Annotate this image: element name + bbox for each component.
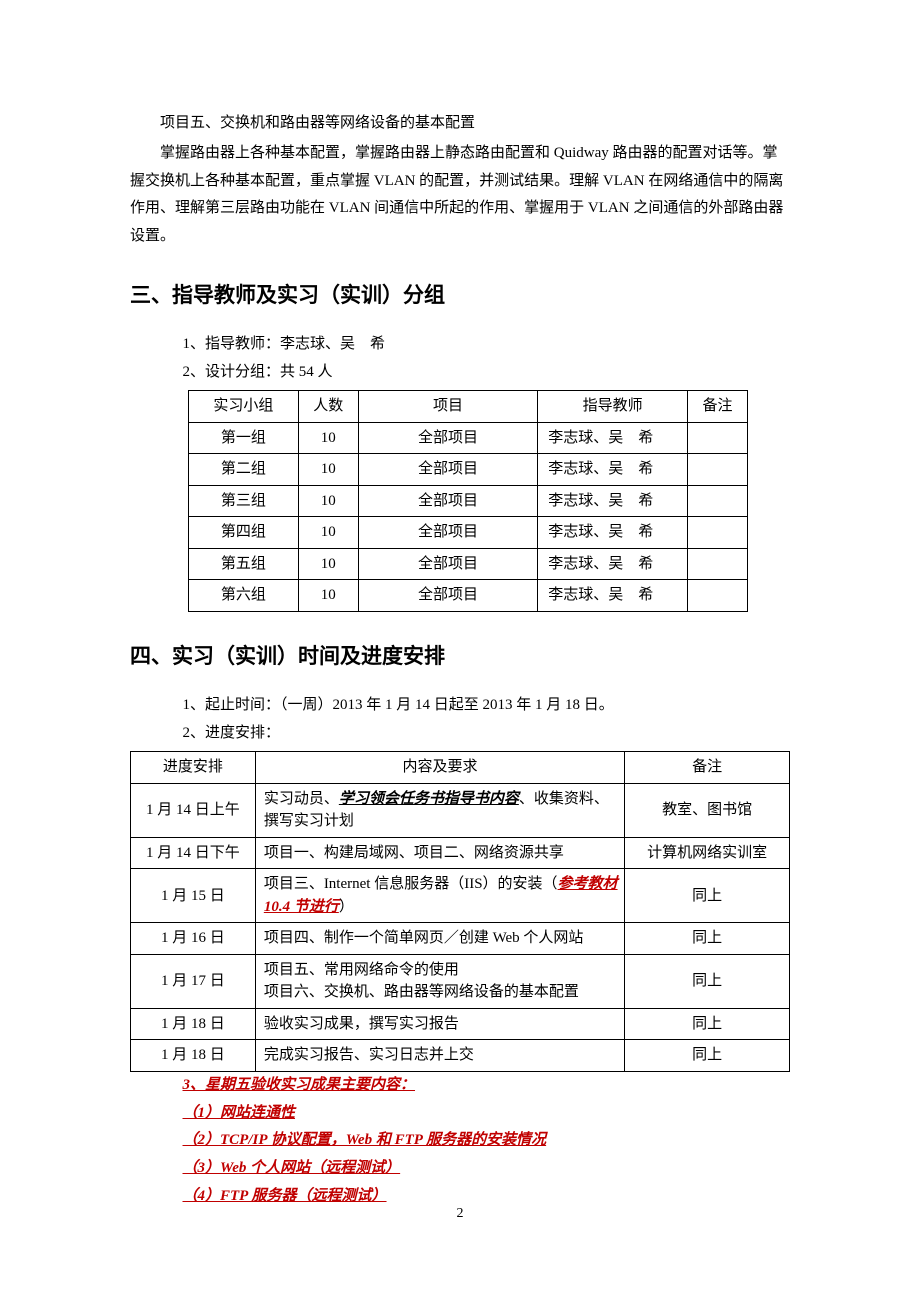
table-cell: 全部项目 xyxy=(358,548,538,580)
table-cell: 10 xyxy=(298,517,358,549)
schedule-remark: 教室、图书馆 xyxy=(625,783,790,837)
table-header-row: 实习小组 人数 项目 指导教师 备注 xyxy=(189,391,748,423)
emphasis-text: 参考教材 10.4 节进行 xyxy=(264,876,618,915)
table-cell: 李志球、吴 希 xyxy=(538,422,688,454)
table-row: 第五组10全部项目李志球、吴 希 xyxy=(189,548,748,580)
table-row: 1 月 17 日项目五、常用网络命令的使用项目六、交换机、路由器等网络设备的基本… xyxy=(131,954,790,1008)
table-row: 1 月 16 日项目四、制作一个简单网页／创建 Web 个人网站同上 xyxy=(131,923,790,955)
red-note-line: （2）TCP/IP 协议配置，Web 和 FTP 服务器的安装情况 xyxy=(183,1127,791,1155)
table-cell: 10 xyxy=(298,422,358,454)
table-cell xyxy=(688,454,748,486)
table-cell: 第一组 xyxy=(189,422,299,454)
table-row: 1 月 18 日完成实习报告、实习日志并上交同上 xyxy=(131,1040,790,1072)
section3-item2: 2、设计分组：共 54 人 xyxy=(183,359,791,387)
red-note-line: （1）网站连通性 xyxy=(183,1100,791,1128)
schedule-content: 验收实习成果，撰写实习报告 xyxy=(255,1008,624,1040)
emphasis-text: 学习领会任务书指导书内容 xyxy=(339,791,519,807)
col-remark: 备注 xyxy=(625,752,790,784)
schedule-date: 1 月 14 日上午 xyxy=(131,783,256,837)
schedule-content: 项目三、Internet 信息服务器（IIS）的安装（参考教材 10.4 节进行… xyxy=(255,869,624,923)
table-cell: 10 xyxy=(298,580,358,612)
schedule-date: 1 月 16 日 xyxy=(131,923,256,955)
col-group: 实习小组 xyxy=(189,391,299,423)
table-cell xyxy=(688,548,748,580)
schedule-date: 1 月 18 日 xyxy=(131,1008,256,1040)
table-cell: 第四组 xyxy=(189,517,299,549)
schedule-remark: 同上 xyxy=(625,1040,790,1072)
group-table: 实习小组 人数 项目 指导教师 备注 第一组10全部项目李志球、吴 希第二组10… xyxy=(188,390,748,612)
proj5-title: 项目五、交换机和路由器等网络设备的基本配置 xyxy=(130,110,790,138)
table-cell: 全部项目 xyxy=(358,485,538,517)
col-project: 项目 xyxy=(358,391,538,423)
table-cell: 全部项目 xyxy=(358,580,538,612)
schedule-remark: 同上 xyxy=(625,954,790,1008)
col-teacher: 指导教师 xyxy=(538,391,688,423)
col-remark: 备注 xyxy=(688,391,748,423)
table-cell: 李志球、吴 希 xyxy=(538,485,688,517)
section4-item2: 2、进度安排： xyxy=(183,720,791,748)
table-cell: 全部项目 xyxy=(358,454,538,486)
schedule-content: 实习动员、学习领会任务书指导书内容、收集资料、撰写实习计划 xyxy=(255,783,624,837)
schedule-content: 完成实习报告、实习日志并上交 xyxy=(255,1040,624,1072)
col-content: 内容及要求 xyxy=(255,752,624,784)
schedule-content: 项目五、常用网络命令的使用项目六、交换机、路由器等网络设备的基本配置 xyxy=(255,954,624,1008)
schedule-date: 1 月 14 日下午 xyxy=(131,837,256,869)
table-row: 第二组10全部项目李志球、吴 希 xyxy=(189,454,748,486)
section4-item1: 1、起止时间：（一周）2013 年 1 月 14 日起至 2013 年 1 月 … xyxy=(183,692,791,720)
table-cell: 李志球、吴 希 xyxy=(538,580,688,612)
table-cell: 10 xyxy=(298,485,358,517)
table-cell: 第三组 xyxy=(189,485,299,517)
table-row: 1 月 14 日下午项目一、构建局域网、项目二、网络资源共享计算机网络实训室 xyxy=(131,837,790,869)
schedule-remark: 同上 xyxy=(625,1008,790,1040)
section3-title: 三、指导教师及实习（实训）分组 xyxy=(130,279,790,309)
table-cell xyxy=(688,422,748,454)
red-notes: 3、星期五验收实习成果主要内容：（1）网站连通性（2）TCP/IP 协议配置，W… xyxy=(130,1072,790,1211)
table-row: 第四组10全部项目李志球、吴 希 xyxy=(189,517,748,549)
table-header-row: 进度安排 内容及要求 备注 xyxy=(131,752,790,784)
schedule-remark: 同上 xyxy=(625,923,790,955)
table-cell: 10 xyxy=(298,454,358,486)
red-note-line: 3、星期五验收实习成果主要内容： xyxy=(183,1072,791,1100)
table-cell: 第二组 xyxy=(189,454,299,486)
page-number: 2 xyxy=(0,1206,920,1222)
schedule-remark: 计算机网络实训室 xyxy=(625,837,790,869)
table-row: 第六组10全部项目李志球、吴 希 xyxy=(189,580,748,612)
table-cell: 李志球、吴 希 xyxy=(538,517,688,549)
table-cell xyxy=(688,485,748,517)
schedule-content: 项目四、制作一个简单网页／创建 Web 个人网站 xyxy=(255,923,624,955)
table-cell: 全部项目 xyxy=(358,517,538,549)
section3-item1: 1、指导教师：李志球、吴 希 xyxy=(183,331,791,359)
table-cell: 全部项目 xyxy=(358,422,538,454)
red-note-line: （3）Web 个人网站（远程测试） xyxy=(183,1155,791,1183)
table-row: 第一组10全部项目李志球、吴 希 xyxy=(189,422,748,454)
table-row: 1 月 18 日验收实习成果，撰写实习报告同上 xyxy=(131,1008,790,1040)
col-count: 人数 xyxy=(298,391,358,423)
col-schedule: 进度安排 xyxy=(131,752,256,784)
table-cell xyxy=(688,580,748,612)
table-cell: 第六组 xyxy=(189,580,299,612)
schedule-date: 1 月 18 日 xyxy=(131,1040,256,1072)
proj5-body: 掌握路由器上各种基本配置，掌握路由器上静态路由配置和 Quidway 路由器的配… xyxy=(130,140,790,251)
schedule-content: 项目一、构建局域网、项目二、网络资源共享 xyxy=(255,837,624,869)
schedule-remark: 同上 xyxy=(625,869,790,923)
schedule-date: 1 月 15 日 xyxy=(131,869,256,923)
table-cell: 李志球、吴 希 xyxy=(538,548,688,580)
table-row: 1 月 14 日上午实习动员、学习领会任务书指导书内容、收集资料、撰写实习计划教… xyxy=(131,783,790,837)
table-row: 第三组10全部项目李志球、吴 希 xyxy=(189,485,748,517)
table-cell: 李志球、吴 希 xyxy=(538,454,688,486)
schedule-table: 进度安排 内容及要求 备注 1 月 14 日上午实习动员、学习领会任务书指导书内… xyxy=(130,751,790,1072)
table-row: 1 月 15 日项目三、Internet 信息服务器（IIS）的安装（参考教材 … xyxy=(131,869,790,923)
schedule-date: 1 月 17 日 xyxy=(131,954,256,1008)
section4-title: 四、实习（实训）时间及进度安排 xyxy=(130,640,790,670)
table-cell xyxy=(688,517,748,549)
table-cell: 10 xyxy=(298,548,358,580)
table-cell: 第五组 xyxy=(189,548,299,580)
